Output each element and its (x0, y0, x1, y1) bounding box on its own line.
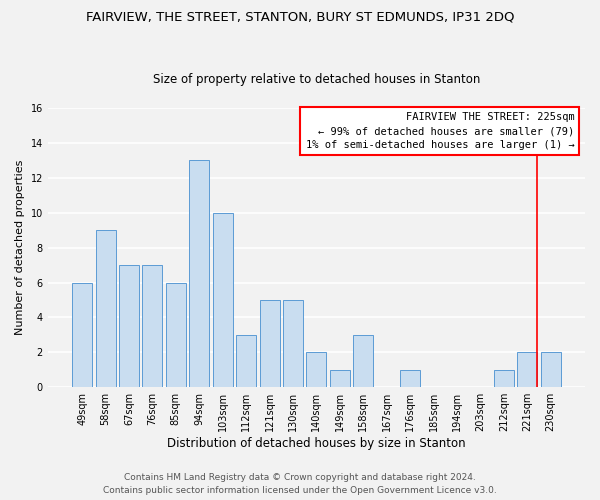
Title: Size of property relative to detached houses in Stanton: Size of property relative to detached ho… (153, 73, 480, 86)
Bar (72, 282, 92, 387)
Bar (166, 282, 186, 387)
Bar (330, 370, 350, 387)
Bar (142, 265, 163, 387)
X-axis label: Distribution of detached houses by size in Stanton: Distribution of detached houses by size … (167, 437, 466, 450)
Text: Contains HM Land Registry data © Crown copyright and database right 2024.
Contai: Contains HM Land Registry data © Crown c… (103, 474, 497, 495)
Bar (283, 300, 303, 387)
Bar (95, 230, 116, 387)
Bar (236, 335, 256, 387)
Bar (541, 352, 560, 387)
Bar (307, 352, 326, 387)
Bar (353, 335, 373, 387)
Bar (260, 300, 280, 387)
Y-axis label: Number of detached properties: Number of detached properties (15, 160, 25, 336)
Bar (400, 370, 420, 387)
Text: FAIRVIEW, THE STREET, STANTON, BURY ST EDMUNDS, IP31 2DQ: FAIRVIEW, THE STREET, STANTON, BURY ST E… (86, 10, 514, 23)
Bar (119, 265, 139, 387)
Text: FAIRVIEW THE STREET: 225sqm
← 99% of detached houses are smaller (79)
1% of semi: FAIRVIEW THE STREET: 225sqm ← 99% of det… (305, 112, 574, 150)
Bar (213, 212, 233, 387)
Bar (494, 370, 514, 387)
Bar (190, 160, 209, 387)
Bar (517, 352, 537, 387)
